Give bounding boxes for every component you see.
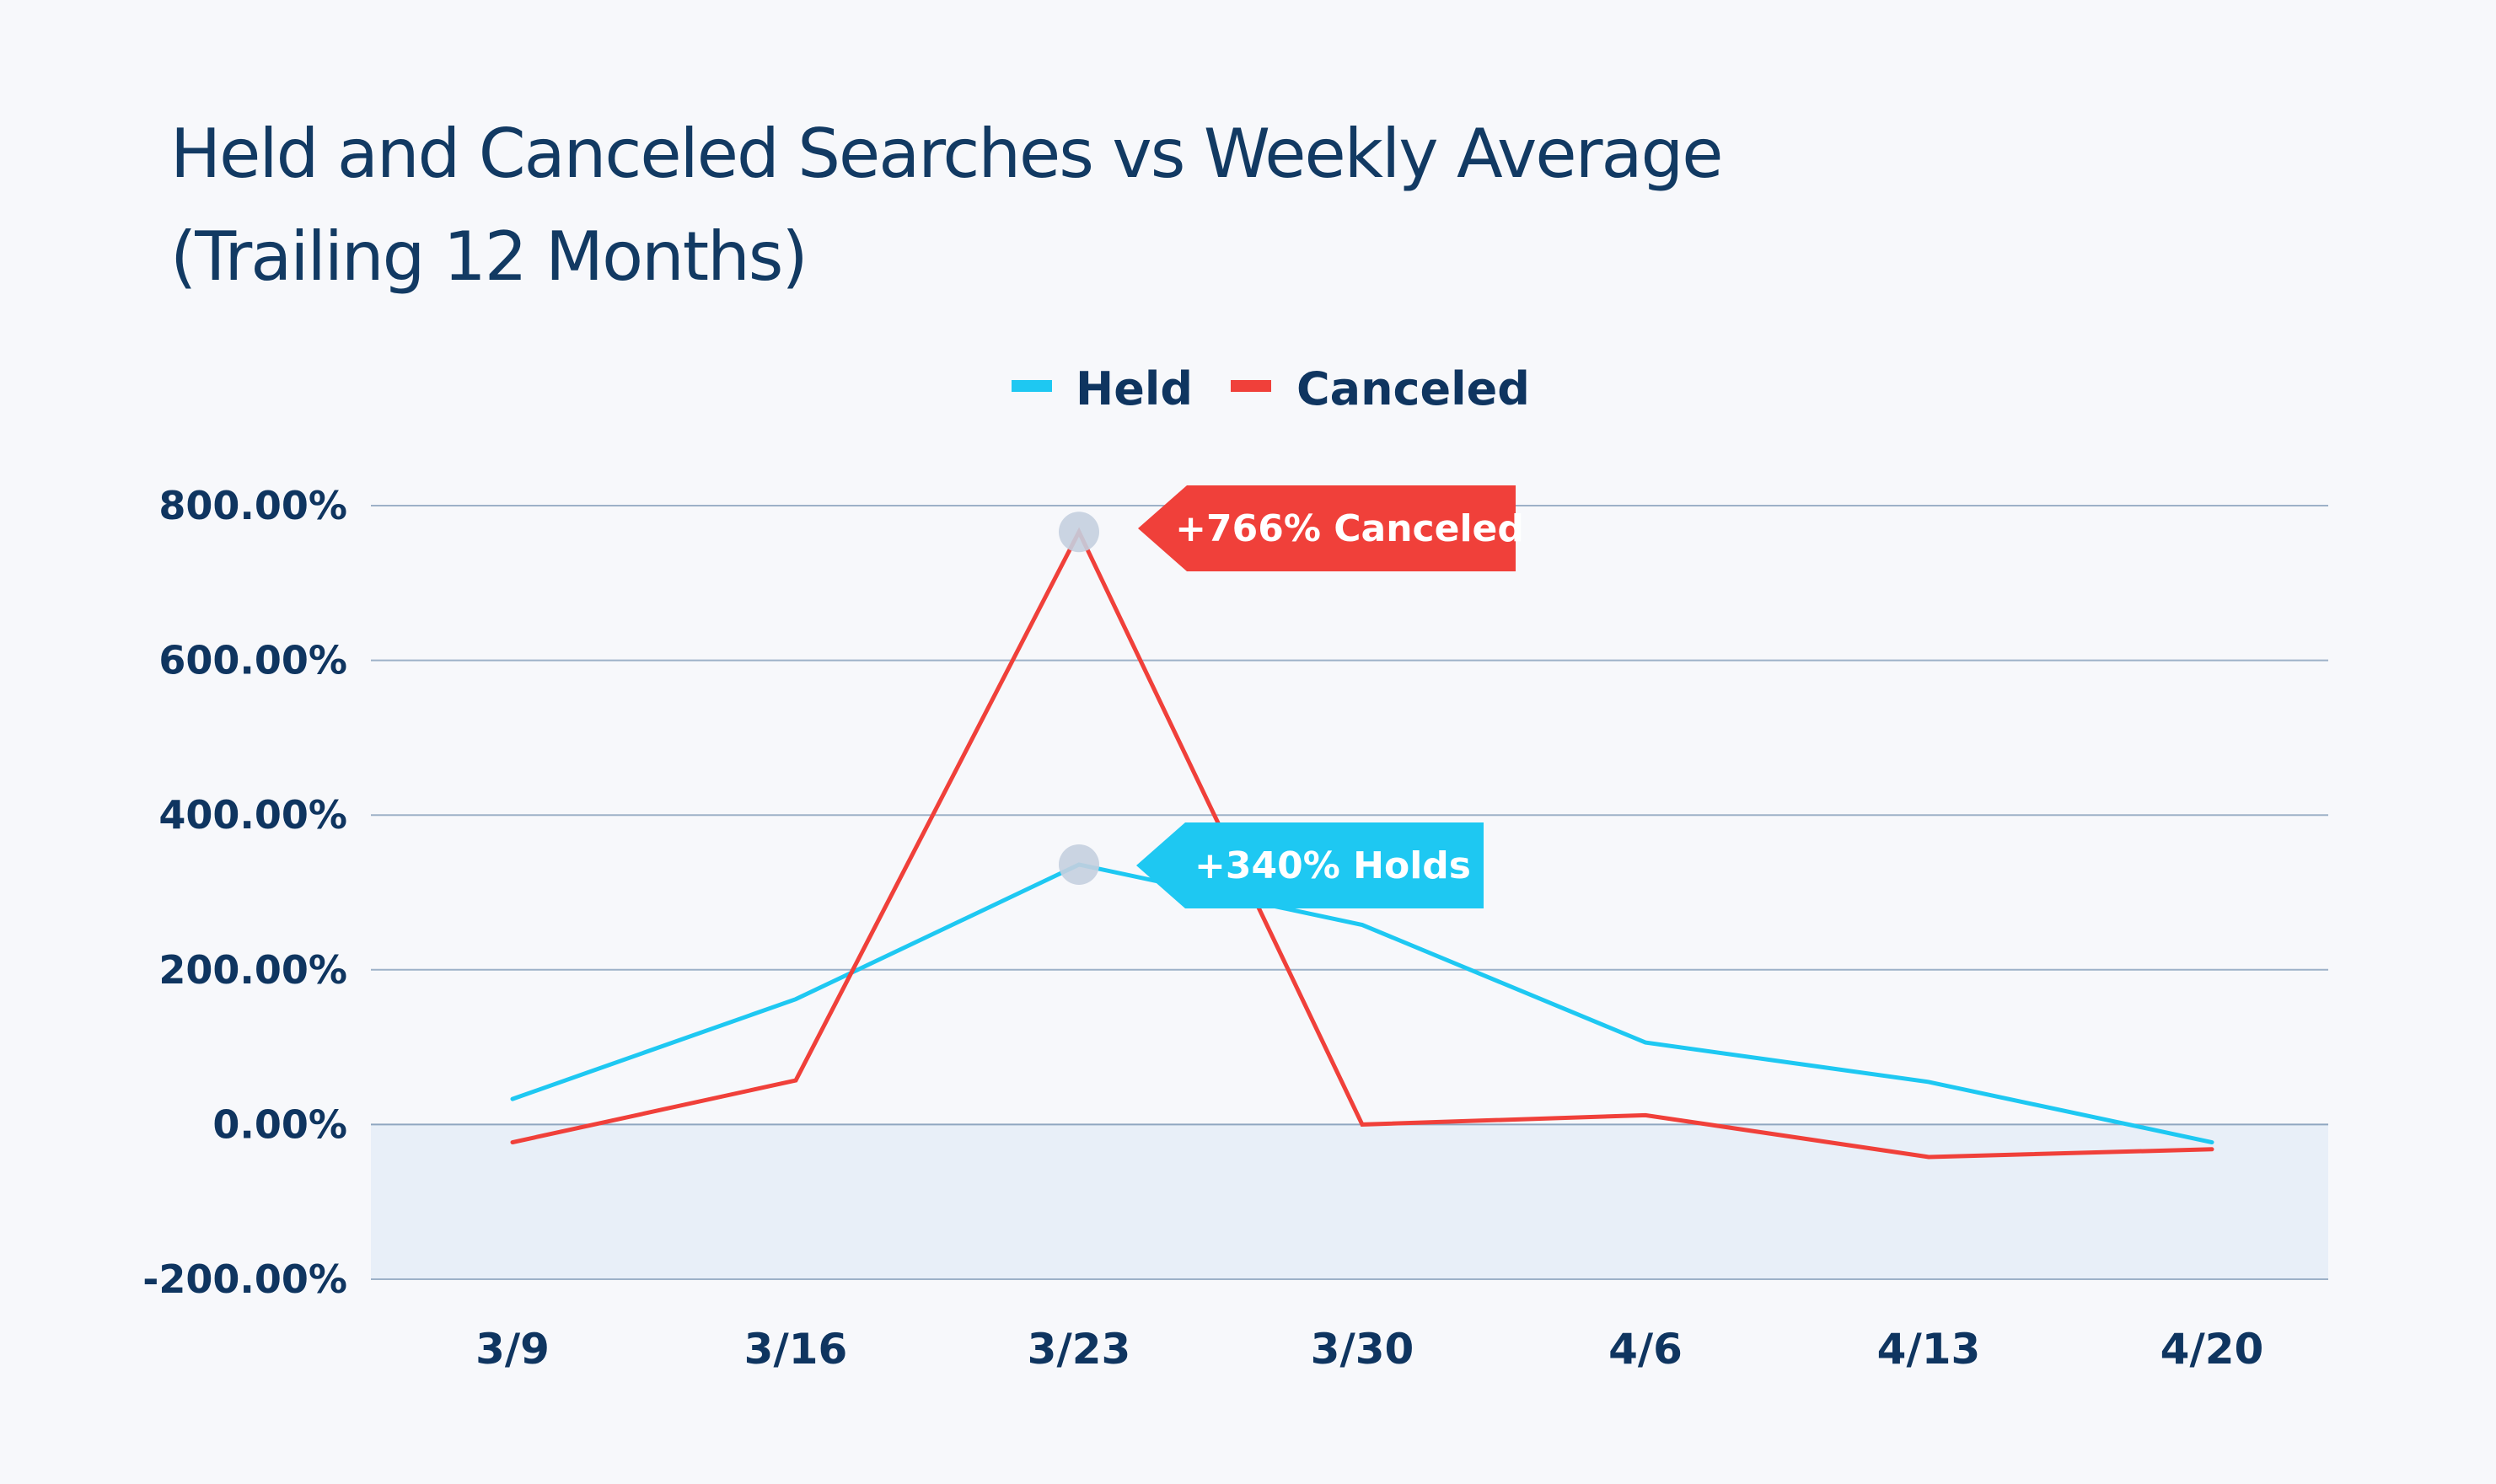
x-tick-label: 3/23	[1028, 1325, 1131, 1374]
x-tick-label: 3/30	[1311, 1325, 1414, 1374]
x-tick-label: 4/13	[1877, 1325, 1981, 1374]
series-line-canceled	[510, 527, 2214, 1160]
y-tick-label: 600.00%	[158, 638, 347, 683]
x-tick-label: 4/6	[1608, 1325, 1683, 1374]
chart-title: Held and Canceled Searches vs Weekly Ave…	[170, 115, 1722, 193]
legend: Held Canceled	[1012, 362, 1530, 415]
y-tick-label: 0.00%	[212, 1101, 347, 1147]
callout-label: +340% Holds	[1194, 844, 1471, 887]
x-tick-label: 3/9	[475, 1325, 550, 1374]
chart-subtitle: (Trailing 12 Months)	[170, 217, 807, 296]
gridlines	[371, 505, 2328, 1280]
legend-swatch-canceled	[1231, 380, 1271, 392]
y-tick-label: -200.00%	[142, 1256, 347, 1302]
legend-label-canceled: Canceled	[1296, 362, 1530, 415]
legend-label-held: Held	[1076, 362, 1193, 415]
x-axis: 3/9 3/16 3/23 3/30 4/6 4/13 4/20	[475, 1325, 2263, 1374]
callout-label: +766% Canceled	[1175, 507, 1524, 550]
y-axis: 800.00% 600.00% 400.00% 200.00% 0.00% -200.00…	[142, 483, 347, 1302]
highlight-marker	[1059, 844, 1099, 885]
x-tick-label: 3/16	[744, 1325, 848, 1374]
series-layer	[510, 527, 2214, 1160]
x-tick-label: 4/20	[2161, 1325, 2264, 1374]
callouts: +766% Canceled +340% Holds	[1059, 485, 1524, 908]
highlight-marker	[1059, 512, 1099, 553]
plot-background	[371, 1124, 2328, 1279]
callout-box	[1138, 485, 1516, 571]
callout-box	[1136, 822, 1484, 908]
y-tick-label: 800.00%	[158, 483, 347, 528]
series-line-held	[510, 862, 2214, 1145]
legend-swatch-held	[1012, 380, 1052, 392]
negative-region-band	[371, 1124, 2328, 1279]
y-tick-label: 400.00%	[158, 792, 347, 838]
y-tick-label: 200.00%	[158, 947, 347, 993]
